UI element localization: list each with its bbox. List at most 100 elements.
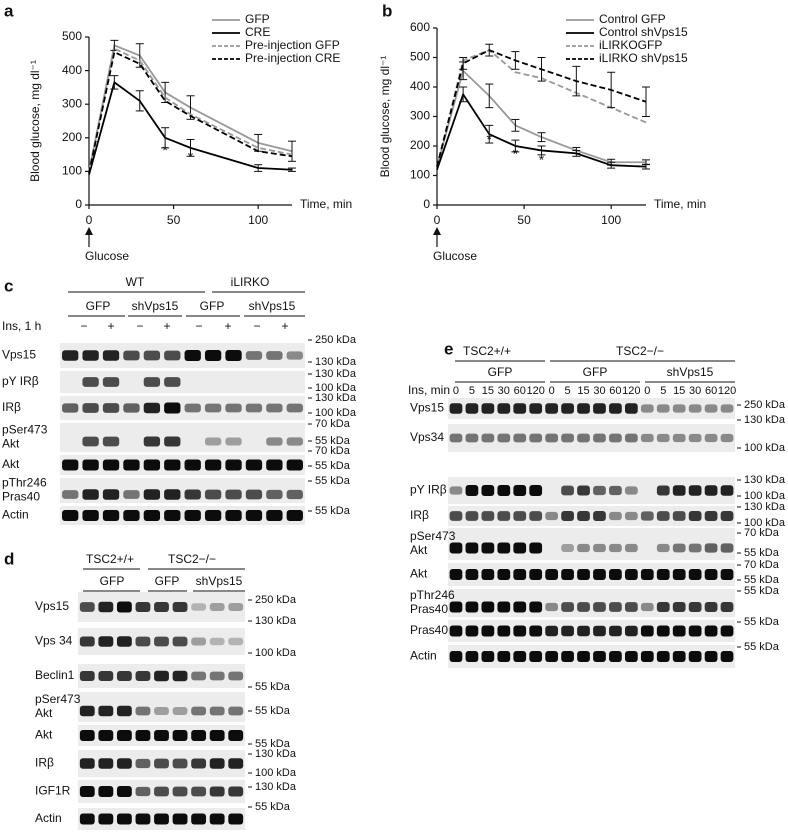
band [204, 459, 222, 471]
condition: + [163, 319, 170, 333]
band [561, 651, 574, 662]
subgroup-label: GFP [583, 365, 608, 379]
size-marker: 55 kDa [315, 505, 351, 517]
band [577, 543, 590, 553]
size-marker: 100 kDa [255, 647, 297, 659]
band [624, 433, 638, 443]
size-marker: 100 kDa [315, 382, 357, 394]
band [123, 350, 140, 361]
band [154, 730, 169, 741]
band [228, 730, 244, 741]
legend-label: Pre-injection GFP [245, 38, 340, 52]
band [481, 485, 495, 496]
panel-label: a [4, 1, 14, 20]
y-tick-label: 500 [62, 29, 82, 43]
band [79, 758, 95, 769]
arrow-head [85, 227, 93, 235]
condition: − [136, 319, 143, 333]
arrow-head [433, 227, 441, 235]
band [102, 377, 120, 387]
band [209, 603, 225, 611]
band [481, 651, 495, 662]
y-tick-label: 100 [62, 164, 82, 178]
condition: 30 [689, 385, 701, 397]
band [102, 350, 120, 361]
x-tick-label: 100 [601, 213, 621, 227]
band [704, 433, 718, 443]
band [116, 705, 132, 717]
size-marker: 55 kDa [255, 681, 291, 693]
band [143, 489, 161, 500]
band [172, 786, 188, 797]
size-marker: 55 kDa [744, 574, 780, 586]
band [656, 433, 670, 443]
row-label: Actin [2, 508, 29, 522]
size-marker: 55 kDa [315, 435, 351, 447]
band [135, 670, 151, 682]
band [529, 601, 543, 613]
band [123, 490, 140, 499]
band [465, 651, 479, 662]
band [204, 403, 222, 413]
y-tick-label: 600 [410, 20, 430, 34]
band [593, 543, 606, 553]
band [624, 543, 638, 553]
band [465, 625, 479, 637]
band [191, 730, 207, 741]
size-marker: 100 kDa [744, 517, 786, 529]
band [513, 601, 527, 613]
group-label: WT [126, 275, 145, 289]
band [481, 569, 495, 580]
band [720, 569, 734, 580]
band [561, 510, 574, 522]
band [497, 625, 511, 637]
row-label: pThr246 [2, 476, 47, 490]
band [191, 603, 207, 611]
band [624, 486, 638, 495]
band [513, 569, 527, 580]
band [102, 459, 120, 471]
band [449, 651, 463, 662]
row-label: Vps15 [410, 401, 444, 415]
row-label: IRβ [35, 756, 54, 770]
band [172, 601, 188, 613]
band [529, 625, 543, 637]
band [266, 489, 283, 500]
band [154, 707, 169, 715]
band [123, 510, 140, 521]
band [577, 403, 590, 414]
band [172, 813, 188, 825]
band [513, 433, 527, 443]
band [656, 485, 670, 496]
series-line [436, 49, 647, 167]
condition: 60 [705, 385, 717, 397]
band [545, 403, 559, 414]
band [191, 706, 207, 716]
band [561, 485, 574, 496]
band [497, 651, 511, 662]
band [228, 813, 244, 825]
x-axis-title: Time, min [654, 197, 706, 211]
band [704, 485, 718, 496]
blot-strip [60, 478, 305, 503]
band [481, 601, 495, 613]
band [577, 602, 590, 612]
band [672, 485, 686, 496]
band [191, 671, 207, 681]
blot-strip [448, 506, 735, 526]
band [593, 602, 606, 612]
band [209, 706, 225, 716]
band [204, 510, 222, 521]
band [164, 489, 181, 500]
band [513, 625, 527, 637]
band [116, 670, 132, 682]
band [449, 403, 463, 414]
band [561, 602, 574, 612]
y-tick-label: 400 [410, 79, 430, 93]
size-marker: 70 kDa [315, 445, 351, 457]
band [449, 542, 463, 554]
band [62, 510, 79, 521]
band [204, 437, 222, 446]
band [688, 433, 702, 443]
band [720, 625, 734, 637]
